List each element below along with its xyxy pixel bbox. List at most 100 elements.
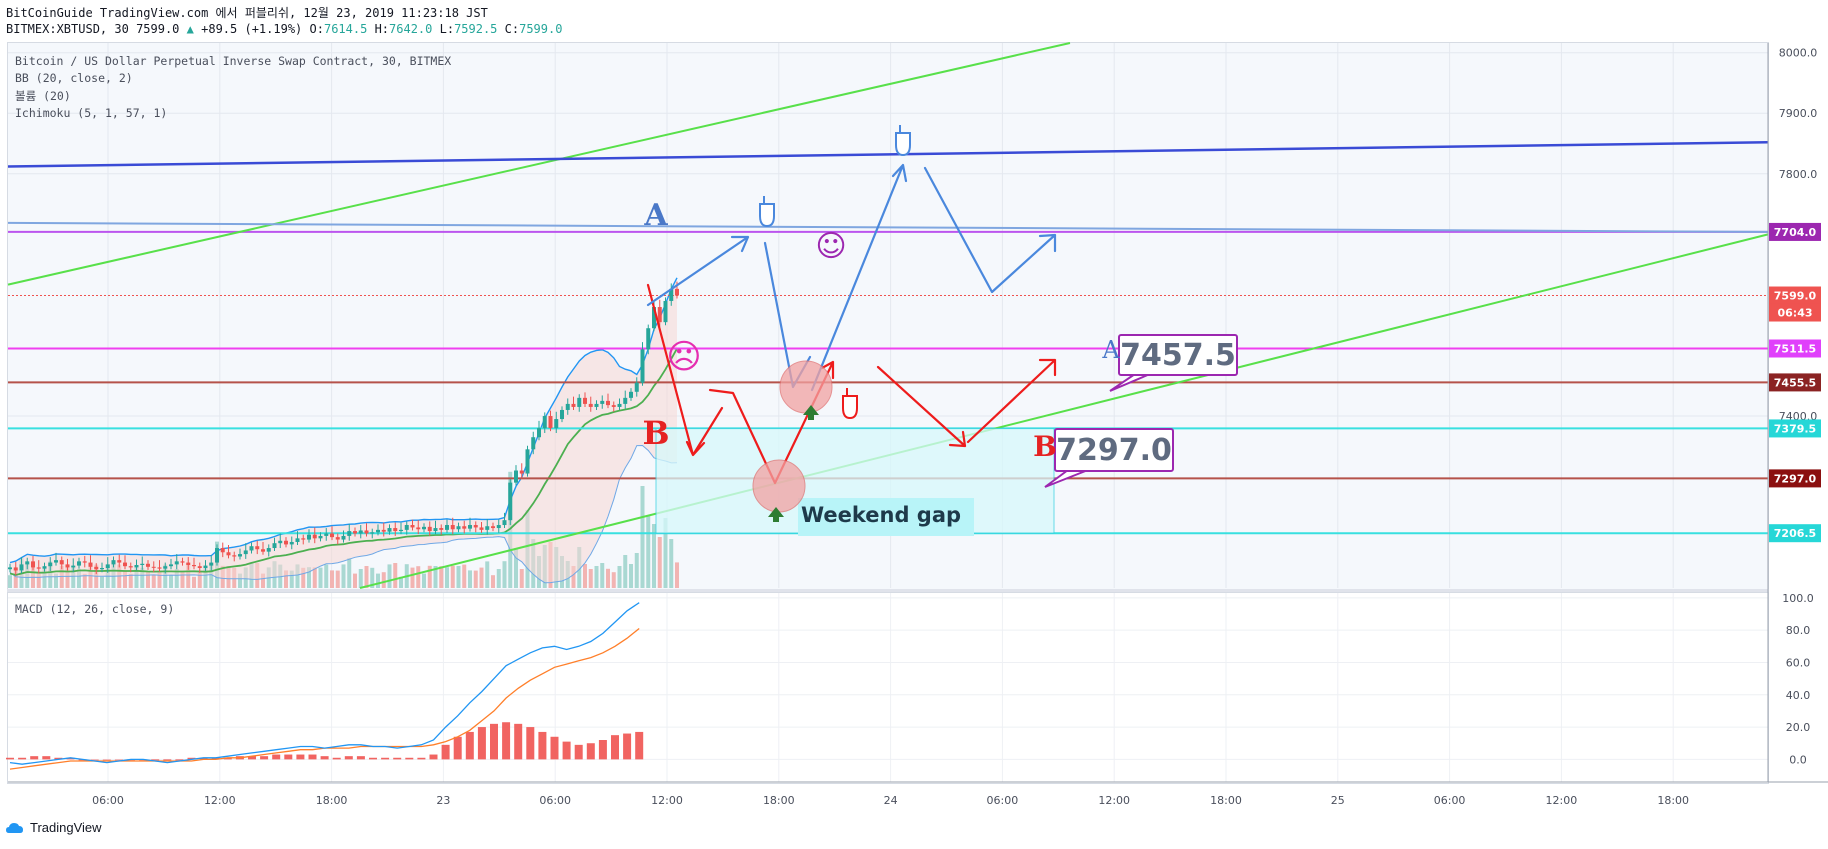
candle-body bbox=[565, 403, 570, 410]
candle-body bbox=[128, 566, 133, 568]
candle-body bbox=[462, 526, 467, 529]
candle-body bbox=[353, 531, 357, 534]
volume-bar bbox=[588, 569, 593, 588]
volume-bar bbox=[71, 566, 76, 588]
histogram-bar bbox=[550, 736, 559, 760]
callout-upper-box bbox=[1118, 334, 1238, 376]
blue-arrow-down-up bbox=[923, 166, 1057, 294]
candle-body bbox=[203, 565, 208, 569]
volume-bar bbox=[479, 567, 484, 588]
histogram-bar bbox=[18, 757, 27, 760]
candle-body bbox=[525, 449, 530, 474]
candle-body bbox=[514, 470, 518, 483]
volume-bar bbox=[169, 575, 173, 588]
volume-bar bbox=[439, 566, 444, 588]
candle-body bbox=[117, 560, 122, 563]
price-label-tag: 7455.5 bbox=[1769, 373, 1821, 392]
histogram-bar bbox=[611, 735, 619, 760]
chart-title: Bitcoin / US Dollar Perpetual Inverse Sw… bbox=[15, 54, 452, 68]
histogram-bar bbox=[526, 727, 535, 760]
smile-face-icon: ☺ bbox=[815, 229, 846, 264]
volume-bar bbox=[519, 569, 524, 588]
histogram-bar bbox=[66, 757, 75, 760]
candle-body bbox=[232, 555, 237, 557]
volume-bar bbox=[634, 553, 639, 588]
candle-body bbox=[65, 564, 70, 568]
candle-body bbox=[393, 528, 398, 532]
candle-body bbox=[197, 566, 202, 569]
candle-body bbox=[341, 535, 346, 540]
histogram-bar bbox=[127, 759, 135, 761]
volume-bar bbox=[675, 562, 679, 588]
candle-body bbox=[192, 564, 196, 567]
histogram-bar bbox=[248, 756, 256, 760]
candle-body bbox=[186, 562, 191, 565]
macd-pane[interactable] bbox=[7, 592, 1769, 784]
close-label: C: bbox=[504, 22, 520, 36]
candle-body bbox=[646, 328, 651, 350]
candle-body bbox=[215, 548, 219, 563]
volume-bar bbox=[347, 558, 352, 588]
candle-body bbox=[663, 300, 668, 323]
volume-bar bbox=[611, 572, 616, 588]
candle-body bbox=[537, 428, 541, 438]
candle-body bbox=[623, 397, 628, 404]
volume-bar bbox=[197, 572, 202, 588]
y-tick-label: 8000.0 bbox=[1779, 47, 1818, 60]
x-tick-label: 12:00 bbox=[204, 794, 236, 807]
grid bbox=[8, 43, 1768, 782]
candle-body bbox=[519, 470, 524, 474]
candle-body bbox=[600, 400, 605, 404]
hand-body bbox=[842, 395, 858, 420]
price-label-bg bbox=[1769, 469, 1821, 488]
candle-body bbox=[105, 564, 110, 569]
candle-body bbox=[387, 528, 392, 532]
price-label-bg bbox=[1769, 222, 1821, 241]
candle-body bbox=[594, 403, 599, 407]
blue-arrow-up bbox=[646, 235, 750, 307]
pointing-hand-icon bbox=[895, 125, 911, 157]
symbol-ohlc-line: BITMEX:XBTUSD, 30 7599.0 ▲ +89.5 (+1.19%… bbox=[6, 22, 562, 36]
circle-mark-upper bbox=[779, 360, 833, 414]
candle-body bbox=[652, 307, 656, 329]
histogram-bar bbox=[538, 731, 547, 760]
low-label: L: bbox=[439, 22, 455, 36]
bb-legend: BB (20, close, 2) bbox=[15, 71, 133, 85]
histogram-bar bbox=[223, 757, 232, 760]
volume-bar bbox=[514, 548, 518, 588]
histogram-bar bbox=[344, 756, 353, 760]
candle-body bbox=[330, 533, 334, 538]
pane-separator[interactable] bbox=[7, 589, 1769, 592]
volume-bar bbox=[174, 569, 179, 588]
volume-bar bbox=[433, 566, 438, 588]
volume-bar bbox=[353, 573, 357, 588]
volume-bar bbox=[376, 573, 380, 588]
close-value: 7599.0 bbox=[519, 22, 563, 36]
candle-body bbox=[174, 561, 179, 565]
volume-bar bbox=[301, 567, 306, 588]
histogram-bar bbox=[260, 756, 269, 760]
candle-body bbox=[554, 419, 559, 429]
histogram-bar bbox=[308, 754, 317, 760]
price-label-bg bbox=[1769, 373, 1821, 392]
candle-body bbox=[634, 382, 639, 392]
candle-body bbox=[404, 525, 409, 530]
volume-bar bbox=[468, 570, 472, 588]
candle-body bbox=[491, 526, 495, 529]
up-arrow-icon bbox=[768, 507, 784, 522]
volume-bar bbox=[146, 572, 150, 588]
candle-body bbox=[571, 403, 576, 407]
candle-body bbox=[77, 561, 81, 566]
histogram-bar bbox=[623, 733, 632, 760]
histogram-bar bbox=[586, 743, 595, 760]
volume-bar bbox=[8, 575, 12, 588]
tradingview-footer[interactable]: TradingView bbox=[6, 820, 102, 835]
candle-body bbox=[577, 397, 582, 407]
candle-body bbox=[48, 562, 53, 567]
candle-body bbox=[307, 534, 311, 540]
volume-bar bbox=[324, 564, 329, 588]
volume-bar bbox=[77, 568, 81, 588]
histogram-bar bbox=[574, 744, 583, 760]
candle-body bbox=[324, 533, 329, 536]
